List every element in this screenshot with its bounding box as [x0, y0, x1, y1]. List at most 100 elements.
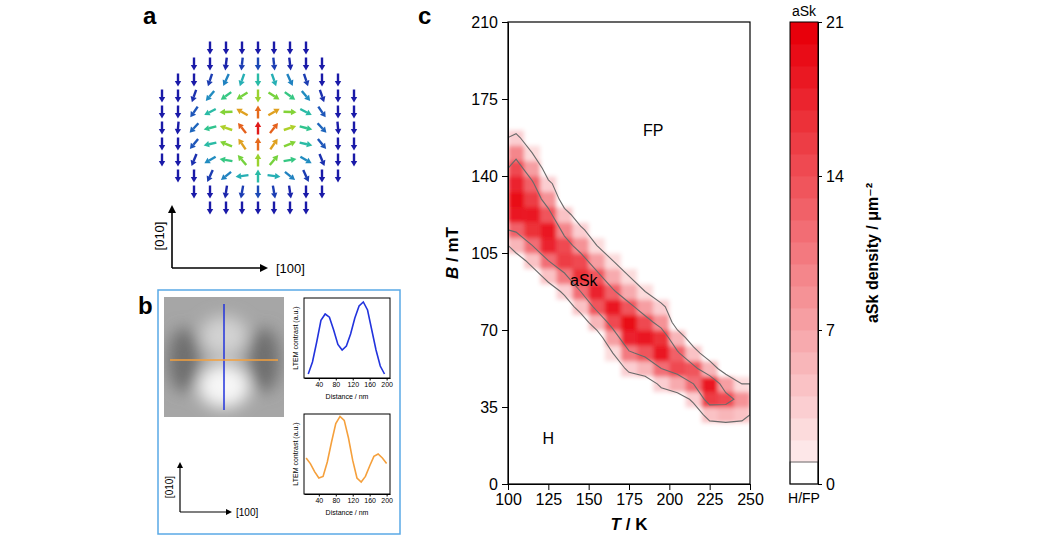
spin-arrow-shaft [241, 58, 244, 65]
x-axis: 4080120160200 [305, 494, 394, 504]
heatmap-cell [621, 453, 638, 469]
tick-label: 40 [315, 381, 323, 388]
heatmap-cell [653, 392, 670, 408]
heatmap-cell [524, 176, 541, 192]
spin-arrow-shaft [318, 123, 323, 129]
heatmap-cell [734, 438, 750, 454]
heatmap-cell [605, 407, 622, 423]
tick-mark [508, 484, 509, 490]
heatmap-cell [702, 299, 719, 315]
heatmap-cell [621, 253, 638, 269]
heatmap-cell [508, 84, 525, 100]
heatmap-cell [637, 376, 654, 392]
spin-arrow-head [335, 129, 341, 135]
panel-letter: a [143, 2, 157, 29]
spin-arrow-shaft [241, 202, 243, 210]
heatmap-cell [637, 191, 654, 207]
heatmap-cell [524, 315, 541, 331]
tick-mark [818, 484, 822, 485]
tick: 160 [364, 494, 376, 504]
spin-arrow-head [320, 127, 326, 133]
heatmap-cell [734, 84, 750, 100]
spin-arrow-shaft [161, 106, 163, 114]
colorbar-step [790, 220, 818, 242]
tick: 125 [535, 484, 562, 508]
heatmap-cell [556, 345, 573, 361]
spin-arrow-shaft [225, 172, 231, 177]
spin-arrow-head [255, 170, 261, 176]
heatmap-cell [556, 130, 573, 146]
spin-arrow [287, 186, 293, 199]
heatmap-cell [524, 407, 541, 423]
spin-arrow [204, 125, 217, 131]
heatmap-cell [589, 191, 606, 207]
spin-arrow-shaft [257, 127, 259, 135]
spin-arrow-shaft [194, 154, 197, 161]
spin-arrow-shaft [241, 112, 248, 116]
spin-arrow [285, 172, 295, 180]
spin-arrow [335, 154, 341, 167]
spin-arrow-head [290, 125, 296, 131]
spin-arrow-head [255, 209, 261, 215]
spin-arrow-head [273, 94, 279, 100]
heatmap-cell [734, 37, 750, 53]
spin-arrow-shaft [337, 154, 339, 162]
heatmap-cell [573, 68, 590, 84]
spin-arrow [319, 170, 325, 183]
tick-mark [669, 484, 670, 490]
spin-arrow-shaft [209, 91, 214, 97]
heatmap-cell [556, 114, 573, 130]
spin-arrow [239, 186, 245, 199]
colorbar-frame [790, 22, 818, 484]
spin-arrow [190, 123, 199, 133]
spin-arrow-head [289, 174, 295, 180]
spin-arrow-head [287, 65, 293, 71]
heatmap-cell [734, 469, 750, 484]
heatmap-cell [734, 315, 750, 331]
heatmap-cell [653, 207, 670, 223]
heatmap-cell [621, 22, 638, 38]
x-axis-title: Distance / nm [326, 393, 369, 400]
heatmap-cell [637, 469, 654, 484]
heatmap-cell [573, 345, 590, 361]
heatmap-cell [621, 376, 638, 392]
spin-arrow-shaft [242, 74, 244, 81]
spin-arrow-shaft [321, 58, 323, 66]
spin-arrow-shaft [241, 143, 245, 149]
heatmap-cell [653, 84, 670, 100]
heatmap-cell [621, 469, 638, 484]
spin-arrow [223, 42, 229, 55]
background [0, 0, 1037, 540]
spin-arrow-shaft [285, 92, 291, 96]
tick-label: 200 [381, 497, 393, 504]
spin-arrow [319, 74, 325, 87]
heatmap-cell [669, 130, 686, 146]
heatmap-cell [540, 114, 557, 130]
tick: 120 [347, 494, 359, 504]
spin-arrow-head [335, 161, 341, 167]
spin-arrow-shaft [225, 144, 232, 147]
spin-arrow-head [287, 193, 293, 199]
heatmap-cell [621, 407, 638, 423]
heatmap-cell [734, 268, 750, 284]
heatmap-cell [718, 114, 735, 130]
spin-arrow-head [306, 125, 312, 131]
tick-mark [502, 330, 508, 331]
heatmap-cell [653, 453, 670, 469]
image-ground [164, 297, 284, 417]
spin-arrow-head [275, 173, 281, 179]
heatmap-cell [524, 453, 541, 469]
heatmap-cell [605, 145, 622, 161]
heatmap-cell [621, 161, 638, 177]
spin-arrow-shaft [177, 170, 179, 178]
heatmap-cell [702, 22, 719, 38]
spin-arrow-head [220, 157, 226, 163]
heatmap-cell [540, 222, 557, 238]
axis-arrow-shaft [180, 511, 226, 512]
heatmap-cell [508, 161, 525, 177]
spin-arrow [175, 138, 181, 151]
spin-arrow-head [319, 81, 325, 87]
heatmap-cell [669, 207, 686, 223]
heatmap-cell [669, 53, 686, 69]
tick: 80 [332, 378, 340, 388]
